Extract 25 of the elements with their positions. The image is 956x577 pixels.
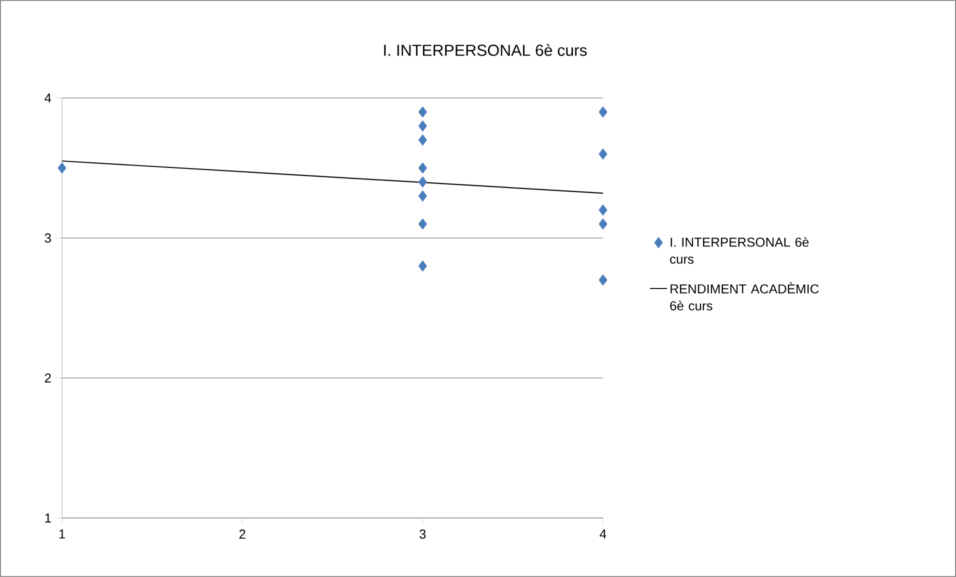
x-tick-label: 2 xyxy=(239,530,246,539)
legend-label: RENDIMENT ACADÈMIC 6è curs xyxy=(670,282,819,310)
chart-title: I. INTERPERSONAL 6è curs xyxy=(384,44,587,56)
point xyxy=(598,106,608,118)
x-tick-label: 1 xyxy=(59,530,65,538)
point xyxy=(58,162,66,174)
y-tick-label: 4 xyxy=(44,94,52,102)
y-tick-label: 3 xyxy=(44,233,51,243)
point xyxy=(418,162,427,174)
point xyxy=(598,204,608,216)
legend-label: I. INTERPERSONAL 6è curs xyxy=(670,237,809,264)
point xyxy=(418,260,427,272)
point xyxy=(418,120,427,132)
x-tick-label: 3 xyxy=(420,530,426,539)
point xyxy=(598,218,608,230)
point xyxy=(418,176,427,188)
point xyxy=(418,190,427,202)
point xyxy=(418,134,427,146)
y-tick-label: 1 xyxy=(45,514,51,522)
point xyxy=(598,148,608,160)
y-tick-label: 2 xyxy=(44,373,51,383)
x-tick-label: 4 xyxy=(600,530,606,538)
point xyxy=(598,274,608,286)
point xyxy=(418,106,427,118)
point xyxy=(418,218,427,230)
